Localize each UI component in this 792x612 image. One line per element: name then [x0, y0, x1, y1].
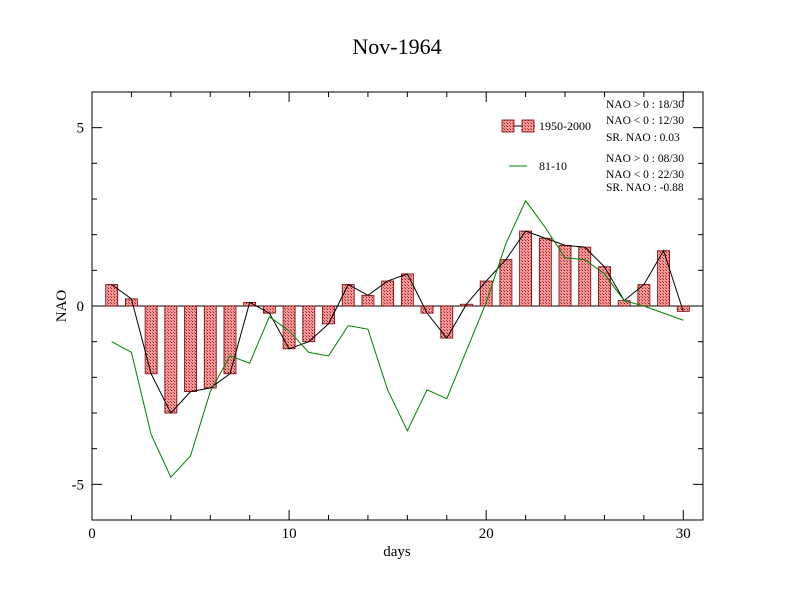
stats-block: NAO > 0 : 18/30 NAO < 0 : 12/30 SR. NAO … — [606, 99, 684, 194]
line-1950-2000 — [111, 230, 684, 414]
stat-8110-sr: SR. NAO : -0.88 — [606, 182, 684, 194]
legend: 1950-2000 81-10 — [501, 119, 591, 173]
stat-1950-neg: NAO < 0 : 12/30 — [606, 115, 684, 127]
y-axis-label: NAO — [54, 290, 70, 323]
bar-day-3 — [144, 305, 158, 375]
bar-day-16 — [400, 273, 414, 307]
bar-day-11 — [302, 305, 316, 343]
bar-day-6 — [203, 305, 217, 389]
bar-day-14 — [361, 294, 375, 307]
bar-day-13 — [341, 284, 355, 307]
legend-bar-swatch-left — [501, 119, 515, 133]
bar-day-23 — [538, 237, 552, 307]
x-tick-label: 0 — [88, 526, 96, 542]
bar-day-25 — [578, 246, 592, 307]
legend-label-1950-2000: 1950-2000 — [539, 119, 591, 133]
stat-8110-neg: NAO < 0 : 22/30 — [606, 169, 684, 181]
bar-day-5 — [184, 305, 197, 392]
bar-day-21 — [499, 259, 513, 307]
x-axis-label: days — [383, 544, 411, 560]
y-tick-label: -5 — [72, 477, 85, 493]
bar-day-9 — [262, 305, 276, 314]
y-tick-label: 5 — [77, 121, 85, 137]
chart-title: Nov-1964 — [352, 34, 441, 59]
bar-series — [105, 230, 690, 414]
bar-day-24 — [558, 244, 572, 307]
x-tick-label: 20 — [479, 526, 494, 542]
bar-day-29 — [657, 250, 670, 307]
y-tick-label: 0 — [77, 299, 85, 315]
bar-day-26 — [598, 266, 611, 307]
legend-bar-swatch-right — [521, 119, 535, 133]
bar-day-4 — [164, 305, 178, 414]
stat-8110-pos: NAO > 0 : 08/30 — [606, 153, 684, 165]
bar-day-15 — [381, 280, 395, 307]
line-81-10 — [111, 199, 684, 479]
line-series — [111, 199, 684, 479]
x-tick-label: 10 — [282, 526, 297, 542]
x-tick-label: 30 — [676, 526, 691, 542]
legend-label-81-10: 81-10 — [539, 159, 567, 173]
stat-1950-sr: SR. NAO : 0.03 — [606, 132, 680, 144]
bar-day-22 — [519, 230, 533, 307]
stat-1950-pos: NAO > 0 : 18/30 — [606, 99, 684, 111]
